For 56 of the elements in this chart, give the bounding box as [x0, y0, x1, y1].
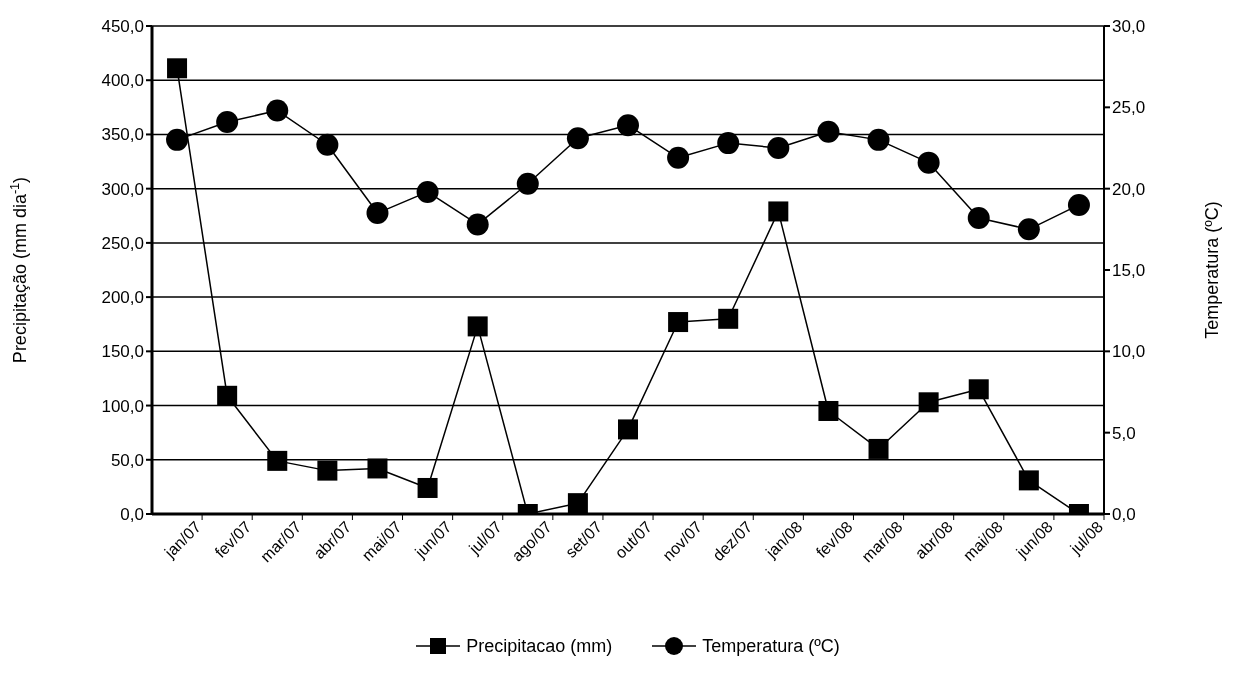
point — [567, 493, 588, 514]
y2-tick-label: 20,0 — [1112, 179, 1146, 199]
y-tick-label: 400,0 — [101, 71, 144, 91]
y-tick-label: 450,0 — [101, 17, 144, 37]
point — [317, 460, 338, 481]
y-tick-label: 250,0 — [101, 233, 144, 253]
y-tick-label: 100,0 — [101, 396, 144, 416]
point — [217, 385, 238, 406]
point — [817, 120, 840, 143]
point — [516, 172, 539, 195]
point — [1067, 193, 1090, 216]
y2-tick-label: 0,0 — [1112, 505, 1136, 525]
point — [918, 392, 939, 413]
point — [917, 151, 940, 174]
point — [316, 133, 339, 156]
point — [366, 202, 389, 225]
point — [868, 438, 889, 459]
y2-tick-label: 30,0 — [1112, 17, 1146, 37]
y2-tick-label: 25,0 — [1112, 98, 1146, 118]
point — [1017, 218, 1040, 241]
point — [768, 201, 789, 222]
point — [417, 477, 438, 498]
point — [618, 419, 638, 440]
y-tick-label: 300,0 — [101, 179, 144, 199]
y-tick-label: 50,0 — [110, 450, 144, 470]
point — [818, 400, 839, 421]
point — [167, 58, 188, 79]
point — [266, 99, 289, 122]
legend-label: Temperatura (ºC) — [702, 635, 840, 657]
point — [416, 180, 439, 203]
point — [667, 146, 690, 169]
point — [466, 213, 489, 236]
y-tick-label: 150,0 — [101, 342, 144, 362]
point — [467, 316, 488, 337]
point — [367, 458, 388, 479]
point — [166, 128, 189, 151]
point — [267, 450, 288, 471]
point — [967, 206, 990, 229]
point — [216, 110, 239, 133]
y2-tick-label: 15,0 — [1112, 261, 1146, 281]
point — [767, 137, 790, 159]
point — [1018, 470, 1039, 491]
point — [968, 379, 989, 400]
point — [718, 308, 739, 329]
y2-tick-label: 5,0 — [1112, 423, 1136, 443]
y-tick-label: 0,0 — [120, 505, 144, 525]
point — [566, 127, 589, 150]
point — [717, 132, 740, 155]
point — [668, 312, 689, 333]
legend-label: Precipitacao (mm) — [466, 635, 613, 657]
y-tick-label: 200,0 — [101, 288, 144, 308]
y2-tick-label: 10,0 — [1112, 342, 1146, 362]
point — [867, 128, 890, 151]
y2-axis-title: Temperatura (ºC) — [1202, 201, 1222, 339]
y-tick-label: 350,0 — [101, 125, 144, 145]
point — [617, 114, 639, 137]
